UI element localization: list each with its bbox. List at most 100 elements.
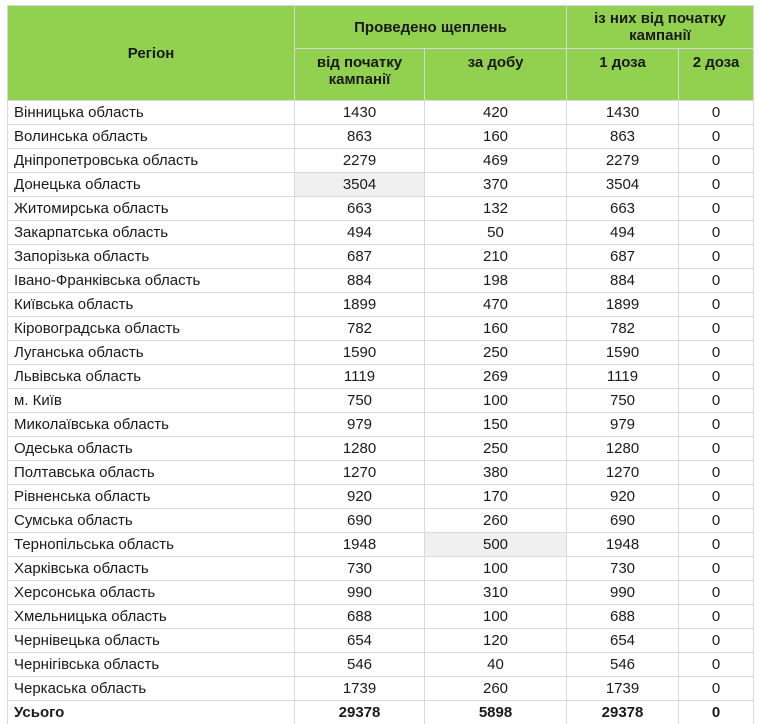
- dose1-cell: 1430: [566, 100, 679, 125]
- since-start-cell: 990: [294, 580, 425, 605]
- since-start-cell: 546: [294, 652, 425, 677]
- dose1-cell: 2279: [566, 148, 679, 173]
- table-row: Донецька область 3504 370 3504 0: [7, 172, 754, 197]
- since-start-cell: 687: [294, 244, 425, 269]
- per-day-cell: 260: [424, 676, 567, 701]
- region-cell: Дніпропетровська область: [7, 148, 295, 173]
- region-cell: Закарпатська область: [7, 220, 295, 245]
- dose2-cell: 0: [678, 532, 754, 557]
- dose2-cell: 0: [678, 628, 754, 653]
- table-row: Миколаївська область 979 150 979 0: [7, 412, 754, 437]
- dose1-cell: 730: [566, 556, 679, 581]
- per-day-cell: 170: [424, 484, 567, 509]
- per-day-cell: 370: [424, 172, 567, 197]
- total-since-start-value: 29378: [294, 700, 425, 724]
- dose1-cell: 687: [566, 244, 679, 269]
- dose2-cell: 0: [678, 364, 754, 389]
- per-day-cell: 100: [424, 556, 567, 581]
- table-row: Херсонська область 990 310 990 0: [7, 580, 754, 605]
- dose1-cell: 1270: [566, 460, 679, 485]
- since-start-cell: 2279: [294, 148, 425, 173]
- dose2-cell: 0: [678, 244, 754, 269]
- table-row: Чернівецька область 654 120 654 0: [7, 628, 754, 653]
- since-start-cell: 920: [294, 484, 425, 509]
- dose2-cell: 0: [678, 268, 754, 293]
- dose1-cell: 1899: [566, 292, 679, 317]
- per-day-cell: 50: [424, 220, 567, 245]
- region-cell: Чернівецька область: [7, 628, 295, 653]
- column-header-dose-1: 1 доза: [566, 48, 679, 101]
- per-day-cell: 100: [424, 604, 567, 629]
- table-row: Житомирська область 663 132 663 0: [7, 196, 754, 221]
- region-cell: Херсонська область: [7, 580, 295, 605]
- dose1-cell: 1948: [566, 532, 679, 557]
- region-cell: Харківська область: [7, 556, 295, 581]
- table-row: Харківська область 730 100 730 0: [7, 556, 754, 581]
- region-cell: Донецька область: [7, 172, 295, 197]
- dose1-cell: 546: [566, 652, 679, 677]
- total-dose2-value: 0: [678, 700, 754, 724]
- table-row: Київська область 1899 470 1899 0: [7, 292, 754, 317]
- since-start-cell: 663: [294, 196, 425, 221]
- table-header: Регіон Проведено щеплень із них від поча…: [7, 5, 754, 101]
- dose2-cell: 0: [678, 172, 754, 197]
- per-day-cell: 210: [424, 244, 567, 269]
- table-row: Хмельницька область 688 100 688 0: [7, 604, 754, 629]
- dose1-cell: 3504: [566, 172, 679, 197]
- table-row: м. Київ 750 100 750 0: [7, 388, 754, 413]
- per-day-cell: 260: [424, 508, 567, 533]
- since-start-cell: 730: [294, 556, 425, 581]
- since-start-cell: 654: [294, 628, 425, 653]
- since-start-cell: 494: [294, 220, 425, 245]
- table-row: Львівська область 1119 269 1119 0: [7, 364, 754, 389]
- region-cell: Миколаївська область: [7, 412, 295, 437]
- dose2-cell: 0: [678, 148, 754, 173]
- since-start-cell: 688: [294, 604, 425, 629]
- per-day-cell: 150: [424, 412, 567, 437]
- since-start-cell: 1739: [294, 676, 425, 701]
- per-day-cell: 250: [424, 340, 567, 365]
- table-row: Сумська область 690 260 690 0: [7, 508, 754, 533]
- dose2-cell: 0: [678, 604, 754, 629]
- per-day-cell: 100: [424, 388, 567, 413]
- column-header-dose-2: 2 доза: [678, 48, 754, 101]
- region-cell: Одеська область: [7, 436, 295, 461]
- dose1-cell: 920: [566, 484, 679, 509]
- dose2-cell: 0: [678, 484, 754, 509]
- dose2-cell: 0: [678, 460, 754, 485]
- since-start-cell: 1280: [294, 436, 425, 461]
- per-day-cell: 198: [424, 268, 567, 293]
- since-start-cell: 782: [294, 316, 425, 341]
- dose2-cell: 0: [678, 556, 754, 581]
- region-cell: Кіровоградська область: [7, 316, 295, 341]
- since-start-cell: 1430: [294, 100, 425, 125]
- region-cell: Волинська область: [7, 124, 295, 149]
- dose1-cell: 750: [566, 388, 679, 413]
- dose1-cell: 494: [566, 220, 679, 245]
- region-cell: Київська область: [7, 292, 295, 317]
- since-start-cell: 690: [294, 508, 425, 533]
- per-day-cell: 500: [424, 532, 567, 557]
- since-start-cell: 1899: [294, 292, 425, 317]
- column-header-per-day: за добу: [424, 48, 567, 101]
- table-row: Запорізька область 687 210 687 0: [7, 244, 754, 269]
- dose2-cell: 0: [678, 340, 754, 365]
- per-day-cell: 120: [424, 628, 567, 653]
- dose2-cell: 0: [678, 436, 754, 461]
- per-day-cell: 310: [424, 580, 567, 605]
- region-cell: Вінницька область: [7, 100, 295, 125]
- region-cell: Сумська область: [7, 508, 295, 533]
- table-row: Чернігівська область 546 40 546 0: [7, 652, 754, 677]
- per-day-cell: 470: [424, 292, 567, 317]
- total-row-label: Усього: [7, 700, 295, 724]
- dose2-cell: 0: [678, 388, 754, 413]
- per-day-cell: 420: [424, 100, 567, 125]
- region-cell: Тернопільська область: [7, 532, 295, 557]
- region-cell: Запорізька область: [7, 244, 295, 269]
- table-row: Дніпропетровська область 2279 469 2279 0: [7, 148, 754, 173]
- per-day-cell: 250: [424, 436, 567, 461]
- since-start-cell: 1119: [294, 364, 425, 389]
- since-start-cell: 1270: [294, 460, 425, 485]
- dose1-cell: 654: [566, 628, 679, 653]
- table-row: Закарпатська область 494 50 494 0: [7, 220, 754, 245]
